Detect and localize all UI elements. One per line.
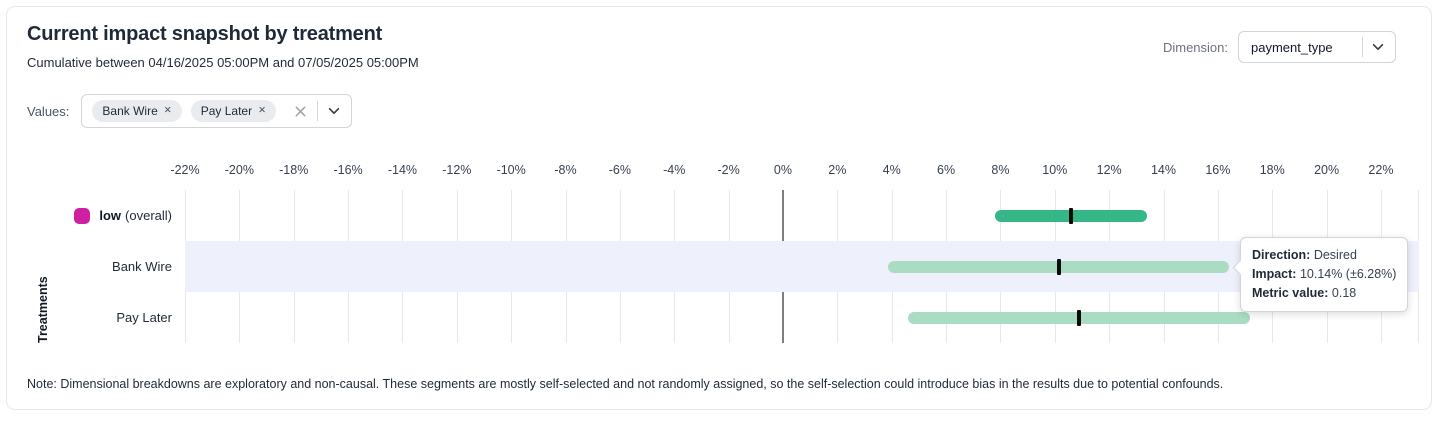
impact-point-marker: [1056, 258, 1061, 275]
value-chip[interactable]: Pay Later ✕: [190, 100, 277, 122]
chips-container: Bank Wire ✕ Pay Later ✕: [92, 100, 277, 122]
dimension-selected-value: payment_type: [1251, 39, 1333, 55]
page-title: Current impact snapshot by treatment: [27, 23, 383, 45]
exploratory-note: Note: Dimensional breakdowns are explora…: [27, 377, 1224, 391]
values-label: Values:: [27, 103, 70, 119]
impact-point-marker: [1069, 207, 1074, 224]
x-tick-label: -6%: [608, 163, 631, 177]
chevron-down-icon[interactable]: [1371, 40, 1385, 54]
clear-icon[interactable]: [293, 104, 308, 119]
x-tick-label: -4%: [663, 163, 686, 177]
x-tick-label: -22%: [170, 163, 200, 177]
x-tick-label: -2%: [717, 163, 740, 177]
dimension-select[interactable]: payment_type: [1238, 31, 1396, 63]
legend-swatch: [74, 207, 91, 224]
x-tick-label: 2%: [828, 163, 847, 177]
x-tick-label: 0%: [773, 163, 793, 177]
row-label: low (overall): [27, 190, 172, 241]
x-tick-label: 8%: [991, 163, 1010, 177]
x-tick-label: -8%: [554, 163, 577, 177]
x-tick-label: -12%: [442, 163, 472, 177]
tooltip-metric-row: Metric value: 0.18: [1252, 286, 1357, 300]
x-tick-label: -16%: [333, 163, 363, 177]
x-tick-label: 16%: [1205, 163, 1231, 177]
row-label: Bank Wire: [27, 241, 172, 292]
x-tick-label: 10%: [1042, 163, 1068, 177]
x-tick-label: 20%: [1314, 163, 1340, 177]
dimension-label: Dimension:: [1162, 39, 1228, 55]
select-divider: [1362, 37, 1363, 57]
date-range-subtitle: Cumulative between 04/16/2025 05:00PM an…: [27, 55, 419, 70]
select-divider: [317, 101, 319, 121]
x-tick-label: 22%: [1368, 163, 1394, 177]
row-label: Pay Later: [27, 292, 172, 343]
card-surface: [6, 6, 1432, 410]
row-label-text: low: [99, 208, 122, 223]
tooltip-impact-row: Impact: 10.14% (±6.28%): [1252, 267, 1397, 281]
x-tick-label: -10%: [496, 163, 526, 177]
impact-point-marker: [1077, 309, 1082, 326]
chevron-down-icon[interactable]: [327, 104, 341, 118]
plot-area: [185, 190, 1419, 343]
values-filter: Values: Bank Wire ✕ Pay Later ✕: [27, 94, 353, 128]
dimension-control: Dimension: payment_type: [1163, 31, 1396, 63]
x-tick-label: 14%: [1150, 163, 1177, 177]
row-label-suffix: (overall): [125, 208, 172, 223]
x-tick-label: -14%: [387, 163, 418, 177]
value-chip-label: Bank Wire: [102, 104, 158, 118]
row-label-text: Pay Later: [116, 310, 172, 325]
values-multiselect[interactable]: Bank Wire ✕ Pay Later ✕: [81, 94, 353, 128]
x-tick-label: -18%: [279, 163, 309, 177]
x-tick-label: 12%: [1096, 163, 1122, 177]
x-tick-label: 6%: [937, 163, 956, 177]
x-tick-label: -20%: [224, 163, 254, 177]
row-label-text: Bank Wire: [112, 259, 172, 274]
row-labels: low (overall) Bank Wire Pay Later: [27, 190, 172, 343]
value-chip[interactable]: Bank Wire ✕: [92, 100, 182, 122]
chip-remove-icon[interactable]: ✕: [258, 105, 267, 117]
chip-remove-icon[interactable]: ✕: [163, 105, 172, 117]
value-chip-label: Pay Later: [200, 104, 253, 118]
x-tick-label: 4%: [882, 163, 901, 177]
x-tick-label: 18%: [1259, 163, 1285, 177]
tooltip-direction-row: Direction: Desired: [1252, 248, 1357, 262]
tooltip: Direction: Desired Impact: 10.14% (±6.28…: [1240, 237, 1409, 312]
